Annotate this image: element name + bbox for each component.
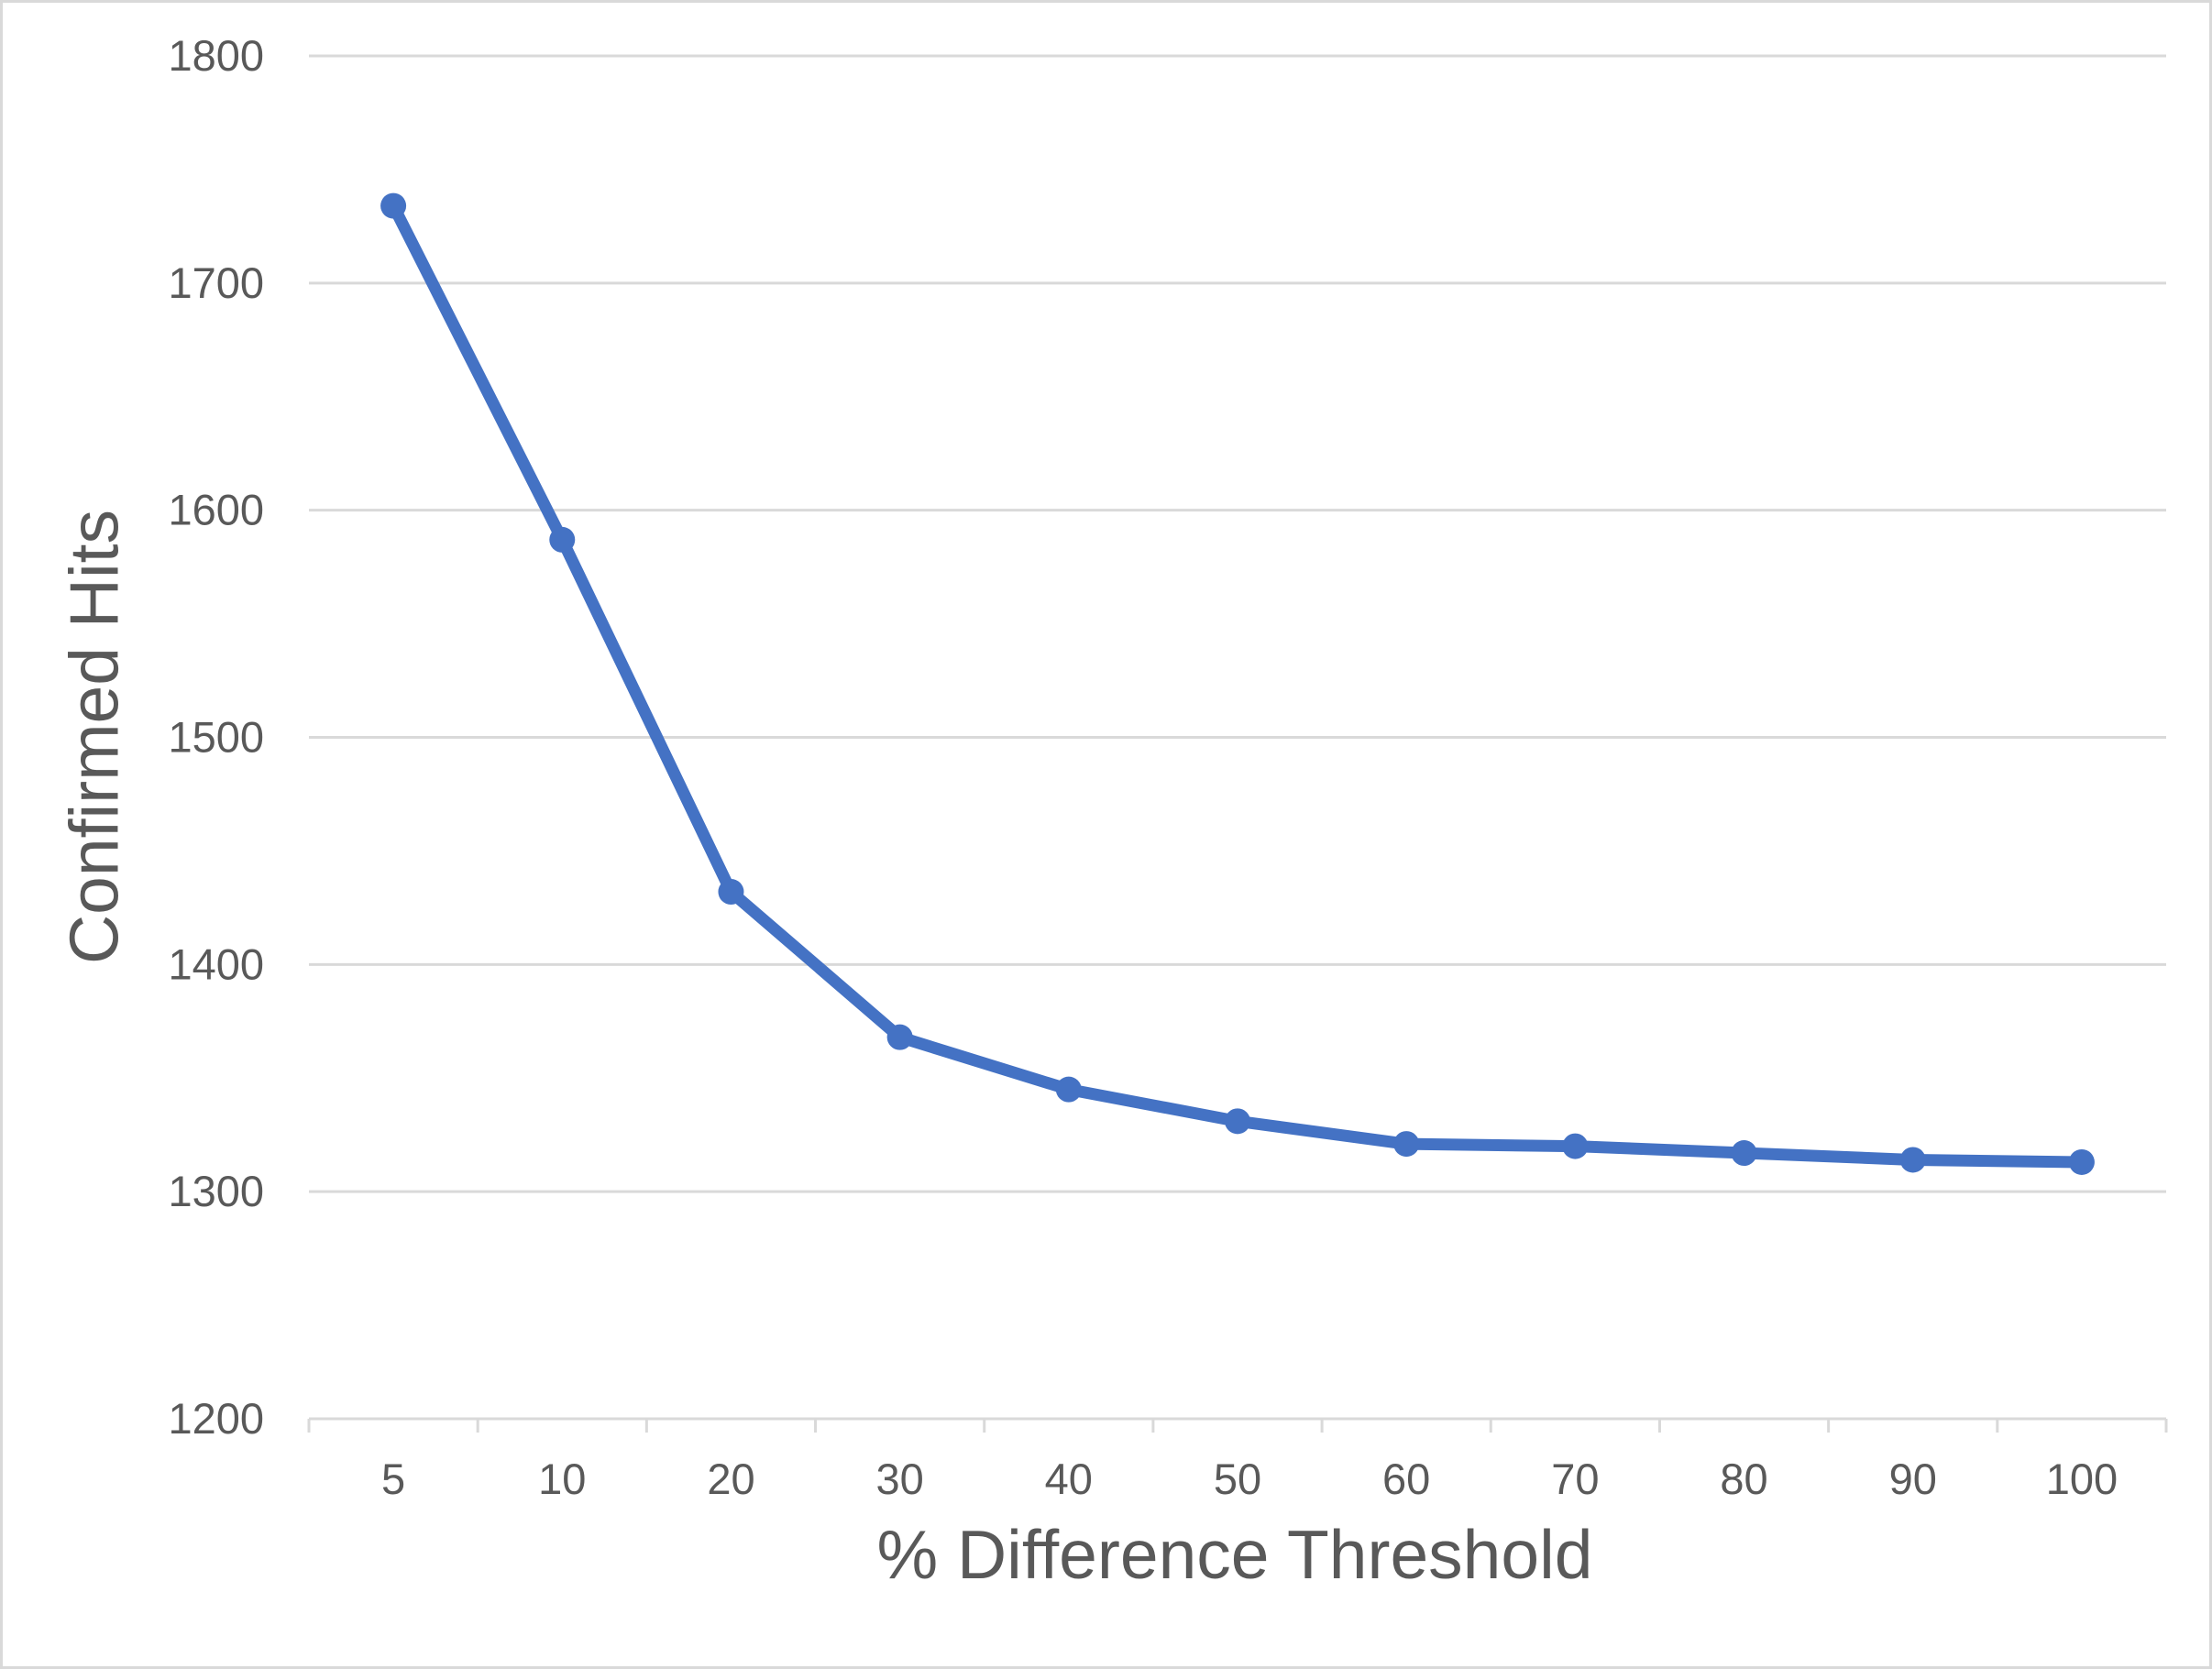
data-point-10 — [549, 526, 576, 553]
data-point-50 — [1225, 1108, 1250, 1135]
data-point-70 — [1562, 1133, 1589, 1159]
line-chart-svg: 1200 1300 1400 1500 1600 1700 1800 5 10 20 30 40 50 6… — [168, 31, 2168, 1503]
data-point-40 — [1055, 1076, 1082, 1103]
y-axis-title: Confirmed Hits — [55, 510, 133, 964]
x-tick-label-50: 50 — [1214, 1455, 1261, 1503]
x-tick-label-70: 70 — [1551, 1455, 1599, 1503]
y-tick-label-1600: 1600 — [168, 486, 264, 534]
y-tick-label-1500: 1500 — [168, 713, 264, 762]
data-point-80 — [1731, 1140, 1757, 1167]
x-axis-title: % Difference Threshold — [876, 1516, 1593, 1593]
y-tick-label-1800: 1800 — [168, 31, 264, 80]
data-point-60 — [1393, 1131, 1420, 1158]
x-tick-label-100: 100 — [2046, 1455, 2118, 1503]
y-tick-label-1700: 1700 — [168, 258, 264, 307]
data-point-100 — [2068, 1148, 2095, 1175]
data-point-20 — [718, 879, 744, 906]
x-tick-label-80: 80 — [1720, 1455, 1767, 1503]
data-point-5 — [380, 192, 407, 219]
x-tick-label-90: 90 — [1889, 1455, 1937, 1503]
data-point-90 — [1899, 1147, 1926, 1173]
x-tick-label-20: 20 — [707, 1455, 754, 1503]
x-tick-label-30: 30 — [875, 1455, 923, 1503]
y-tick-label-1200: 1200 — [168, 1394, 264, 1443]
y-tick-label-1300: 1300 — [168, 1167, 264, 1215]
data-point-30 — [886, 1024, 913, 1050]
x-tick-label-40: 40 — [1045, 1455, 1093, 1503]
y-tick-label-1400: 1400 — [168, 939, 264, 988]
x-tick-label-10: 10 — [538, 1455, 586, 1503]
x-tick-label-60: 60 — [1382, 1455, 1430, 1503]
x-tick-label-5: 5 — [381, 1455, 405, 1503]
series-line — [387, 200, 2088, 1169]
